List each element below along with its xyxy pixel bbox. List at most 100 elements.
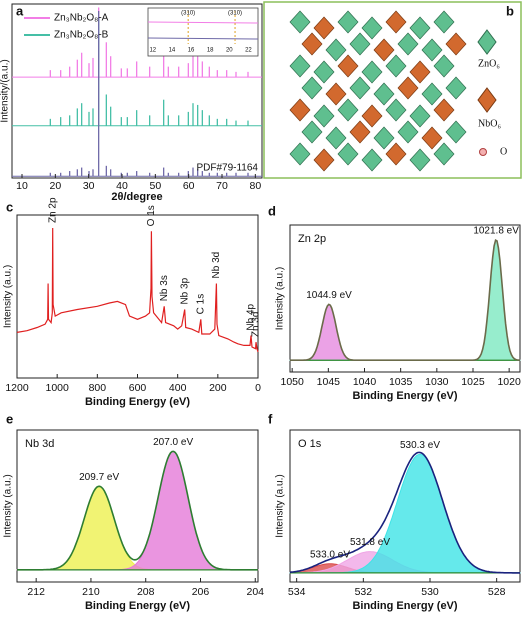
x-tick-label: 212: [27, 586, 45, 598]
zno6-octahedron: [325, 126, 347, 150]
panel-label: c: [6, 199, 13, 214]
inset-tick-label: 20: [226, 48, 233, 54]
axes-frame: [16, 429, 259, 583]
x-tick-label: 206: [192, 586, 210, 598]
structure-frame: [263, 1, 522, 179]
panel-label: f: [268, 411, 273, 426]
zno6-octahedron: [397, 32, 419, 56]
crystal-structure: [289, 10, 467, 172]
peak-label: C 1s: [195, 294, 206, 315]
zno6-octahedron: [289, 142, 311, 166]
x-tick-label: 600: [129, 382, 147, 394]
nbo6-octahedron: [373, 38, 395, 62]
x-tick-label: 10: [16, 180, 28, 192]
x-tick-label: 1025: [461, 376, 485, 388]
peak-label: 533.0 eV: [310, 549, 350, 560]
panel-label: b: [506, 3, 514, 18]
nbo6-octahedron: [361, 104, 383, 128]
zno6-octahedron: [337, 142, 359, 166]
zno6-octahedron: [409, 148, 431, 172]
zno6-octahedron: [373, 126, 395, 150]
x-tick-label: 400: [169, 382, 187, 394]
x-tick-label: 30: [83, 180, 95, 192]
x-tick-label: 40: [116, 180, 128, 192]
nbo6-octahedron: [349, 120, 371, 144]
zno6-octahedron: [361, 60, 383, 84]
x-axis-label: 2θ/degree: [111, 191, 162, 203]
peak-label: 1044.9 eV: [306, 290, 352, 301]
y-axis-label: Intensity (a.u.): [275, 474, 286, 537]
x-tick-label: 210: [82, 586, 100, 598]
x-axis-label: Binding Energy (eV): [85, 600, 190, 612]
peak-label: Nb 3s: [159, 275, 170, 301]
nbo6-octahedron: [313, 148, 335, 172]
zno6-octahedron: [289, 10, 311, 34]
axes-frame: [11, 3, 263, 179]
peak-label: O 1s: [146, 205, 157, 226]
y-axis-label: Intensity/(a.u.): [0, 59, 11, 122]
x-tick-label: 1045: [317, 376, 341, 388]
x-tick-label: 1020: [497, 376, 521, 388]
nbo6-octahedron: [397, 76, 419, 100]
x-tick-label: 208: [137, 586, 155, 598]
panel-label: d: [268, 203, 276, 218]
panel-title: Nb 3d: [25, 438, 54, 450]
zno6-octahedron: [421, 82, 443, 106]
nbo6-octahedron: [337, 54, 359, 78]
x-tick-label: 1040: [353, 376, 377, 388]
y-axis-label: Intensity (a.u.): [3, 265, 14, 328]
fit-envelope: [289, 451, 520, 574]
x-tick-label: 20: [49, 180, 61, 192]
x-tick-label: 1035: [389, 376, 413, 388]
inset-tick-label: 12: [149, 48, 156, 54]
reference-label: PDF#79-1164: [196, 163, 258, 174]
nbo6-icon: [477, 87, 497, 113]
peak-label: 209.7 eV: [79, 472, 119, 483]
x-tick-label: 532: [355, 586, 373, 598]
x-tick-label: 80: [249, 180, 261, 192]
peak-label: Nb 4p: [246, 303, 257, 330]
x-tick-label: 1050: [280, 376, 304, 388]
zno6-octahedron: [301, 76, 323, 100]
zno6-octahedron: [289, 54, 311, 78]
zno6-octahedron: [409, 104, 431, 128]
x-tick-label: 530: [421, 586, 439, 598]
fit-envelope: [17, 450, 258, 571]
x-tick-label: 60: [183, 180, 195, 192]
inset-tick-label: 14: [169, 48, 176, 54]
fitted-peak: [16, 450, 259, 571]
x-tick-label: 1000: [45, 382, 69, 394]
nbo6-octahedron: [433, 98, 455, 122]
zno6-octahedron: [349, 32, 371, 56]
x-tick-label: 50: [149, 180, 161, 192]
peak-label: 207.0 eV: [153, 437, 193, 448]
zno6-octahedron: [337, 98, 359, 122]
zno6-octahedron: [301, 120, 323, 144]
zno6-octahedron: [313, 104, 335, 128]
x-axis-label: Binding Energy (eV): [85, 396, 190, 408]
fit-envelope: [290, 239, 521, 361]
inset-tick-label: 18: [207, 48, 214, 54]
peak-label: Zn 2p: [47, 197, 58, 223]
x-tick-label: 528: [488, 586, 506, 598]
nbo6-octahedron: [289, 98, 311, 122]
x-tick-label: 204: [246, 586, 264, 598]
zno6-octahedron: [385, 98, 407, 122]
peak-label: 530.3 eV: [400, 440, 440, 451]
o-icon: [479, 148, 487, 156]
x-tick-label: 800: [89, 382, 107, 394]
zno6-octahedron: [445, 120, 467, 144]
x-axis-label: Binding Energy (eV): [352, 600, 457, 612]
x-tick-label: 1030: [425, 376, 449, 388]
zno6-octahedron: [313, 60, 335, 84]
zno6-octahedron: [349, 76, 371, 100]
panel-title: O 1s: [298, 438, 322, 450]
legend-label: Zn₃Nb₂O₈-A: [54, 13, 109, 24]
spectrum: [16, 227, 259, 353]
zno6-octahedron: [361, 16, 383, 40]
panel-title: Zn 2p: [298, 233, 326, 245]
peak-label: Zn 3d: [251, 312, 262, 338]
y-axis-label: Intensity (a.u.): [3, 474, 14, 537]
